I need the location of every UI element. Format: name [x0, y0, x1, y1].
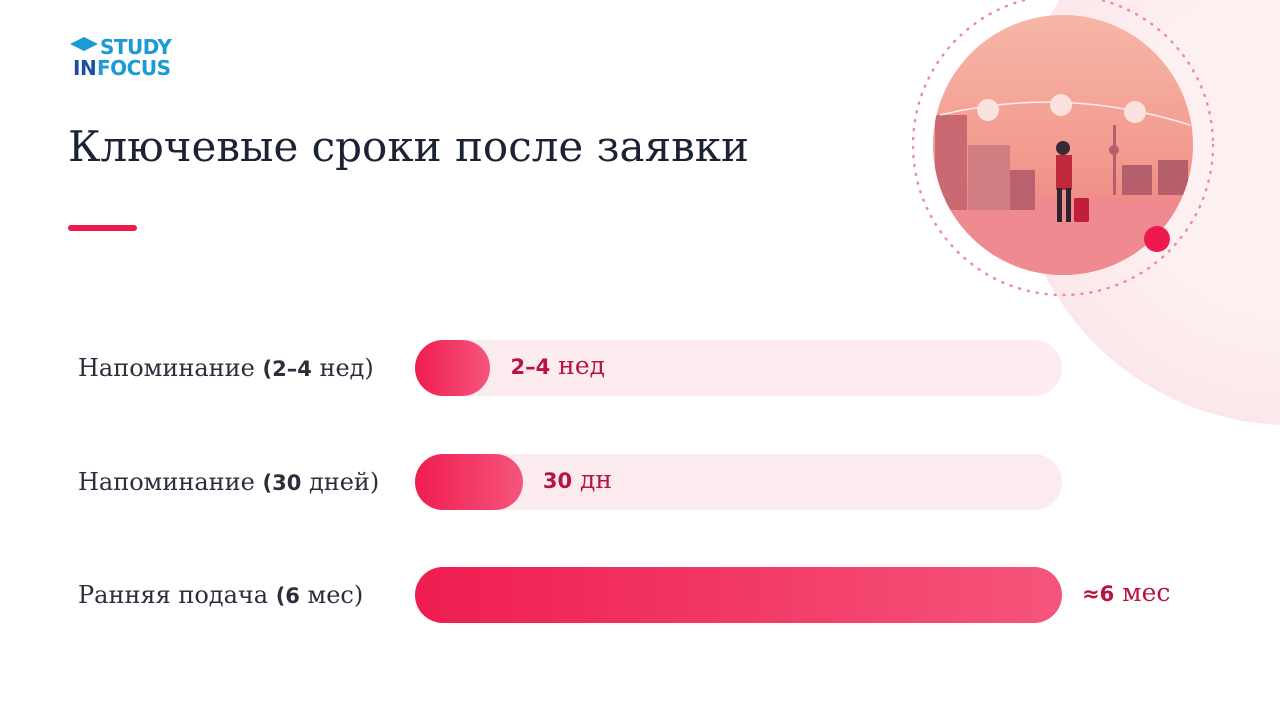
- bar: [415, 567, 1062, 623]
- value-label: 30 дн: [542, 465, 613, 494]
- logo-text: FOCUS: [97, 56, 171, 80]
- title-underline: [68, 225, 137, 231]
- bar-track: [415, 340, 1062, 396]
- logo-cap: [70, 37, 98, 51]
- category-label: Напоминание (2–4 нед): [78, 353, 374, 382]
- accent-dot: [1144, 226, 1170, 252]
- chart-title: Ключевые сроки после заявки: [68, 122, 749, 171]
- value-label: ≈6 мес: [1082, 578, 1171, 607]
- dotted-ring: [911, 0, 1215, 297]
- category-label: Напоминание (30 дней): [78, 467, 380, 496]
- logo-text: IN: [73, 56, 97, 80]
- bar: [415, 340, 491, 396]
- bar-track: [415, 454, 1062, 510]
- bar: [415, 454, 523, 510]
- category-label: Ранняя подача (6 мес): [78, 580, 364, 609]
- value-label: 2–4 нед: [510, 351, 606, 380]
- logo-text: STUDY: [100, 35, 172, 59]
